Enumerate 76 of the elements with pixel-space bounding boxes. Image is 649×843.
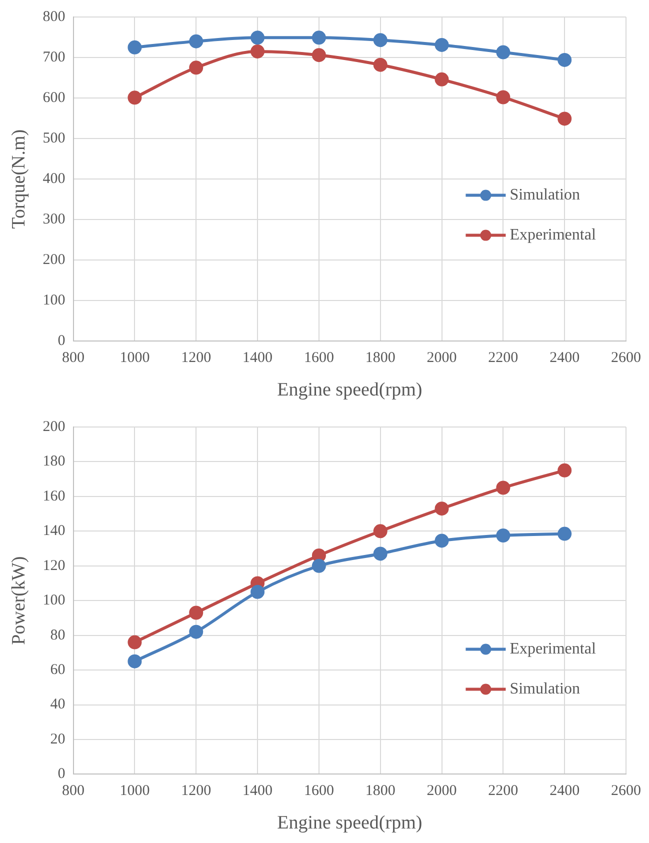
- y-tick-label: 60: [50, 662, 66, 678]
- x-tick-label: 1200: [181, 350, 212, 366]
- point: [434, 72, 449, 86]
- point: [128, 654, 142, 668]
- point: [250, 30, 265, 45]
- y-tick-label: 500: [42, 130, 66, 147]
- y-tick-label: 600: [42, 90, 66, 106]
- y-tick-label: 120: [42, 558, 66, 574]
- y-tick-label: 140: [42, 523, 66, 540]
- point: [558, 112, 572, 126]
- x-tick-label: 1000: [120, 783, 150, 800]
- y-tick-label: 160: [42, 488, 66, 504]
- y-tick-label: 400: [42, 171, 66, 188]
- x-tick-label: 2200: [488, 783, 518, 800]
- point: [496, 480, 510, 495]
- legend-label: Simulation: [510, 186, 580, 204]
- point: [373, 58, 388, 72]
- x-tick-label: 1400: [242, 783, 273, 800]
- point: [250, 584, 265, 599]
- y-tick-label: 300: [42, 212, 66, 228]
- x-tick-label: 1800: [365, 350, 396, 366]
- point: [373, 33, 388, 48]
- x-axis-title: Engine speed(rpm): [277, 380, 422, 401]
- point: [250, 44, 265, 58]
- point: [558, 52, 572, 67]
- y-tick-label: 20: [50, 731, 66, 748]
- x-tick-label: 2400: [550, 783, 580, 800]
- point: [189, 34, 204, 48]
- point: [373, 546, 388, 561]
- y-tick-label: 800: [42, 8, 66, 25]
- point: [373, 524, 388, 538]
- y-tick-label: 40: [50, 696, 66, 713]
- point: [434, 534, 449, 548]
- point: [558, 463, 572, 478]
- y-tick-label: 100: [42, 592, 66, 609]
- point: [558, 526, 572, 541]
- legend-label: Simulation: [510, 680, 580, 698]
- point: [189, 624, 204, 639]
- x-tick-label: 2200: [488, 350, 518, 366]
- x-tick-label: 1800: [365, 783, 396, 800]
- x-tick-label: 1600: [304, 350, 334, 366]
- y-tick-label: 700: [42, 49, 66, 66]
- y-tick-label: 0: [58, 333, 66, 350]
- point: [312, 558, 326, 573]
- y-tick-label: 0: [58, 766, 66, 782]
- point: [189, 606, 204, 620]
- point: [312, 48, 326, 62]
- point: [496, 528, 510, 542]
- legend-label: Experimental: [510, 640, 596, 658]
- point: [496, 45, 510, 60]
- y-tick-label: 200: [42, 252, 66, 268]
- x-tick-label: 1600: [304, 783, 334, 800]
- y-tick-label: 180: [42, 454, 66, 470]
- x-tick-label: 2600: [611, 783, 641, 800]
- y-tick-label: 80: [50, 627, 66, 644]
- y-tick-label: 100: [42, 292, 66, 309]
- x-axis-title: Engine speed(rpm): [277, 812, 422, 834]
- x-tick-label: 1400: [242, 350, 273, 366]
- x-tick-label: 2600: [611, 350, 641, 366]
- point: [128, 40, 142, 54]
- x-tick-label: 1000: [120, 350, 150, 366]
- legend-label: Experimental: [510, 226, 596, 244]
- point: [128, 90, 142, 105]
- y-axis-title: Power(kW): [8, 556, 30, 645]
- x-tick-label: 1200: [181, 783, 212, 800]
- point: [496, 90, 510, 104]
- point: [128, 635, 142, 650]
- point: [434, 502, 449, 516]
- point: [434, 38, 449, 52]
- point: [312, 30, 326, 45]
- y-axis-title: Torque(N.m): [8, 129, 30, 229]
- x-tick-label: 2000: [426, 783, 457, 800]
- x-tick-label: 2400: [550, 350, 580, 366]
- x-tick-label: 2000: [426, 350, 457, 366]
- point: [189, 60, 204, 75]
- y-tick-label: 200: [42, 418, 66, 435]
